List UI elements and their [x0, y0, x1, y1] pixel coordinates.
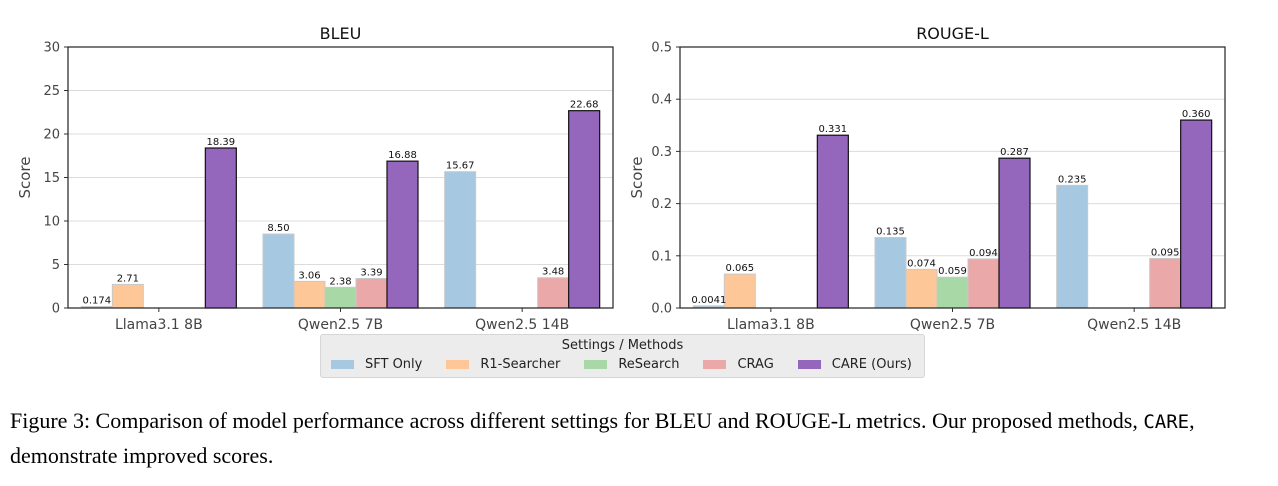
data-label: 0.095	[1151, 247, 1180, 258]
x-tick-label: Qwen2.5 7B	[298, 317, 383, 333]
legend-item: R1-Searcher	[446, 357, 560, 372]
chart-panel-bleu: 0 5 10 15 20 25 30 Llama3.1 8B Qwen2.5 7B Qwen2.5…	[16, 24, 614, 333]
legend-swatch	[446, 360, 470, 369]
legend-label: R1-Searcher	[480, 357, 561, 372]
y-tick-label: 0.1	[651, 249, 672, 264]
x-tick-label: Qwen2.5 14B	[475, 317, 569, 333]
y-axis-label: Score	[16, 156, 34, 198]
axes-frame	[679, 46, 1226, 309]
figure-canvas: 0 5 10 15 20 25 30 Llama3.1 8B Qwen2.5 7B Qwen2.5…	[16, 24, 1226, 333]
data-label: 0.094	[969, 248, 998, 259]
x-tick-label: Qwen2.5 14B	[1087, 317, 1181, 333]
x-tick-label: Llama3.1 8B	[727, 317, 815, 333]
bar-sft-only	[444, 171, 477, 309]
bar-crag	[1149, 257, 1182, 309]
x-tick-label: Llama3.1 8B	[115, 317, 203, 333]
data-label: 2.38	[329, 276, 351, 287]
y-tick-label: 0.2	[651, 197, 672, 212]
data-label: 3.48	[542, 267, 564, 278]
caption-text-suffix: , demonstrate improved scores.	[10, 408, 1195, 468]
data-label: 0.174	[83, 295, 112, 306]
data-label: 0.065	[726, 263, 755, 274]
bar-care-ours-	[386, 160, 419, 309]
bar-care-ours-	[1180, 119, 1213, 309]
data-label: 22.68	[570, 100, 599, 111]
legend-title: Settings / Methods	[561, 338, 684, 353]
bar-r1-searcher	[905, 268, 938, 309]
y-tick-label: 5	[52, 258, 60, 273]
data-label: 0.235	[1058, 174, 1087, 185]
caption-method-name: CARE	[1143, 411, 1190, 433]
data-label: 18.39	[207, 137, 236, 148]
y-tick-label: 30	[43, 41, 60, 56]
legend-swatch	[703, 360, 727, 369]
data-label: 15.67	[446, 161, 475, 172]
y-tick-label: 15	[43, 171, 60, 186]
data-label: 0.287	[1000, 147, 1029, 158]
y-tick-label: 0.3	[651, 145, 672, 160]
data-label: 0.0041	[691, 295, 726, 306]
y-tick-label: 0.4	[651, 93, 672, 108]
legend-item: ReSearch	[584, 357, 679, 372]
axes-frame	[67, 46, 614, 309]
y-axis-label: Score	[628, 156, 646, 198]
data-label: 3.39	[360, 268, 382, 279]
data-label: 2.71	[117, 273, 139, 284]
legend: Settings / Methods SFT Only R1-Searcher Re…	[320, 334, 925, 378]
bar-research	[936, 276, 969, 309]
bar-sft-only	[874, 237, 907, 309]
bar-r1-searcher	[111, 283, 144, 309]
chart-title: BLEU	[320, 24, 362, 43]
bar-care-ours-	[998, 157, 1031, 309]
legend-label: ReSearch	[618, 357, 680, 372]
bar-care-ours-	[204, 147, 237, 309]
bar-r1-searcher	[293, 280, 326, 309]
bar-care-ours-	[816, 134, 849, 309]
legend-swatch	[331, 360, 354, 369]
legend-item: SFT Only	[331, 357, 422, 372]
legend-item: CRAG	[703, 357, 774, 372]
data-label: 16.88	[388, 150, 417, 161]
legend-items: SFT Only R1-Searcher ReSearch CRAG CARE (Our…	[331, 357, 912, 372]
data-label: 8.50	[267, 223, 289, 234]
y-tick-label: 0.0	[651, 302, 672, 317]
bar-crag	[355, 278, 388, 309]
y-tick-label: 0	[52, 302, 60, 317]
data-label: 0.074	[907, 258, 936, 269]
figure-caption: Figure 3: Comparison of model performanc…	[10, 404, 1260, 472]
x-tick-label: Qwen2.5 7B	[910, 317, 995, 333]
bar-care-ours-	[568, 110, 601, 309]
y-tick-label: 20	[43, 128, 60, 143]
legend-label: SFT Only	[365, 357, 423, 372]
legend-swatch	[584, 360, 608, 369]
data-label: 0.331	[819, 124, 848, 135]
data-label: 3.06	[298, 270, 320, 281]
y-tick-label: 25	[43, 84, 60, 99]
caption-text-prefix: Figure 3: Comparison of model performanc…	[10, 408, 1144, 433]
bar-sft-only	[262, 233, 295, 309]
legend-label: CRAG	[737, 357, 774, 372]
data-labels-layer: 0.174 2.71 18.39 8.50 3.06 2.38 3.39 16.88 15.67…	[83, 100, 599, 307]
legend-item: CARE (Ours)	[797, 357, 912, 372]
bars-layer	[692, 119, 1213, 309]
chart-panel-rouge-l: 0.0 0.1 0.2 0.3 0.4 0.5 Llama3.1 8B Qwen2.5 7B Q…	[628, 24, 1226, 333]
data-label: 0.135	[876, 227, 905, 238]
legend-swatch	[797, 360, 821, 369]
legend-label: CARE (Ours)	[831, 357, 912, 372]
bar-crag	[967, 258, 1000, 309]
chart-title: ROUGE-L	[916, 24, 989, 43]
data-label: 0.360	[1182, 109, 1211, 120]
y-tick-label: 10	[43, 215, 60, 230]
data-label: 0.059	[938, 266, 967, 277]
y-tick-label: 0.5	[651, 41, 672, 56]
bar-sft-only	[1056, 184, 1089, 309]
bar-research	[324, 286, 357, 309]
bar-crag	[537, 277, 570, 309]
bar-r1-searcher	[723, 273, 756, 309]
bars-layer	[80, 110, 601, 309]
